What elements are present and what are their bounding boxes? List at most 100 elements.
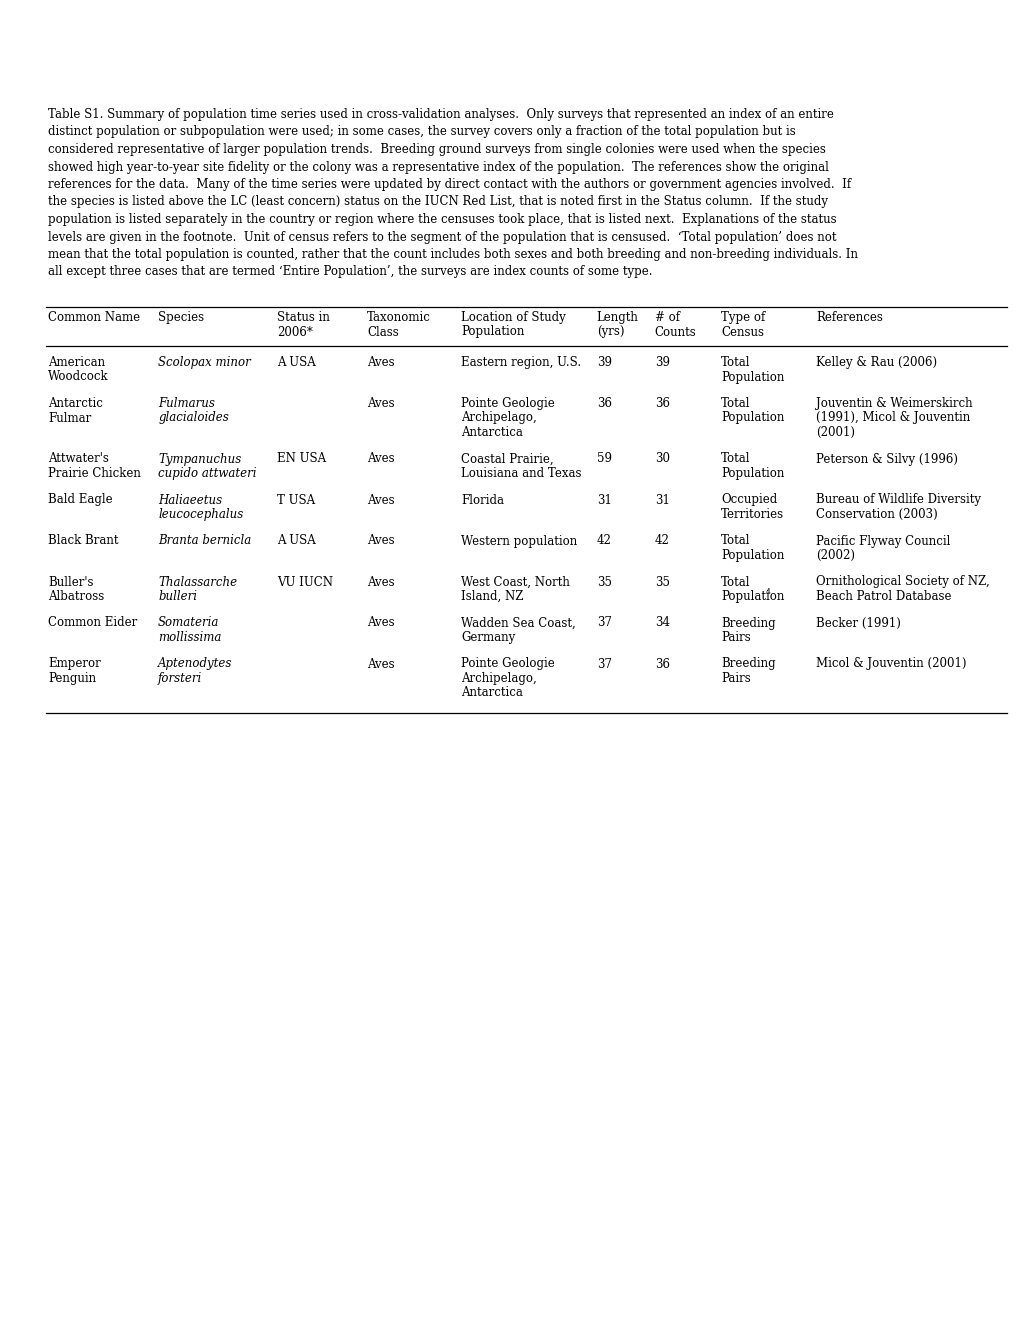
Text: Breeding: Breeding [720, 657, 775, 671]
Text: Aves: Aves [367, 535, 394, 548]
Text: Peterson & Silvy (1996): Peterson & Silvy (1996) [815, 453, 957, 466]
Text: Pairs: Pairs [720, 631, 750, 644]
Text: levels are given in the footnote.  Unit of census refers to the segment of the p: levels are given in the footnote. Unit o… [48, 231, 836, 243]
Text: bulleri: bulleri [158, 590, 197, 603]
Text: Aves: Aves [367, 397, 394, 411]
Text: cupido attwateri: cupido attwateri [158, 467, 257, 480]
Text: (yrs): (yrs) [596, 326, 624, 338]
Text: Breeding: Breeding [720, 616, 775, 630]
Text: References: References [815, 312, 882, 323]
Text: 2006*: 2006* [277, 326, 313, 338]
Text: 31: 31 [596, 494, 611, 507]
Text: 42: 42 [654, 535, 669, 548]
Text: Island, NZ: Island, NZ [461, 590, 523, 603]
Text: 30: 30 [654, 453, 669, 466]
Text: Pacific Flyway Council: Pacific Flyway Council [815, 535, 950, 548]
Text: Albatross: Albatross [48, 590, 104, 603]
Text: A USA: A USA [277, 535, 316, 548]
Text: 35: 35 [596, 576, 611, 589]
Text: # of: # of [654, 312, 680, 323]
Text: Penguin: Penguin [48, 672, 96, 685]
Text: Fulmar: Fulmar [48, 412, 91, 425]
Text: Attwater's: Attwater's [48, 453, 109, 466]
Text: Taxonomic: Taxonomic [367, 312, 431, 323]
Text: Aves: Aves [367, 616, 394, 630]
Text: Species: Species [158, 312, 204, 323]
Text: Table S1. Summary of population time series used in cross-validation analyses.  : Table S1. Summary of population time ser… [48, 108, 834, 121]
Text: Coastal Prairie,: Coastal Prairie, [461, 453, 553, 466]
Text: Common Name: Common Name [48, 312, 140, 323]
Text: Aves: Aves [367, 356, 394, 370]
Text: Population: Population [720, 467, 784, 480]
Text: VU IUCN: VU IUCN [277, 576, 333, 589]
Text: Conservation (2003): Conservation (2003) [815, 508, 936, 521]
Text: Branta bernicla: Branta bernicla [158, 535, 251, 548]
Text: Becker (1991): Becker (1991) [815, 616, 900, 630]
Text: (2002): (2002) [815, 549, 854, 562]
Text: forsteri: forsteri [158, 672, 202, 685]
Text: 31: 31 [654, 494, 669, 507]
Text: mollissima: mollissima [158, 631, 221, 644]
Text: Western population: Western population [461, 535, 577, 548]
Text: Population: Population [720, 590, 784, 603]
Text: Occupied: Occupied [720, 494, 776, 507]
Text: Class: Class [367, 326, 398, 338]
Text: Population: Population [720, 412, 784, 425]
Text: Aptenodytes: Aptenodytes [158, 657, 232, 671]
Text: 39: 39 [596, 356, 611, 370]
Text: Scolopax minor: Scolopax minor [158, 356, 251, 370]
Text: Territories: Territories [720, 508, 784, 521]
Text: A USA: A USA [277, 356, 316, 370]
Text: Total: Total [720, 535, 750, 548]
Text: leucocephalus: leucocephalus [158, 508, 244, 521]
Text: Bald Eagle: Bald Eagle [48, 494, 112, 507]
Text: Wadden Sea Coast,: Wadden Sea Coast, [461, 616, 576, 630]
Text: Antarctic: Antarctic [48, 397, 103, 411]
Text: 36: 36 [654, 657, 669, 671]
Text: Somateria: Somateria [158, 616, 219, 630]
Text: 36: 36 [596, 397, 611, 411]
Text: Emperor: Emperor [48, 657, 101, 671]
Text: mean that the total population is counted, rather that the count includes both s: mean that the total population is counte… [48, 248, 857, 261]
Text: 42: 42 [596, 535, 611, 548]
Text: showed high year-to-year site fidelity or the colony was a representative index : showed high year-to-year site fidelity o… [48, 161, 828, 173]
Text: 4: 4 [764, 587, 769, 597]
Text: 59: 59 [596, 453, 611, 466]
Text: Status in: Status in [277, 312, 330, 323]
Text: Micol & Jouventin (2001): Micol & Jouventin (2001) [815, 657, 966, 671]
Text: 34: 34 [654, 616, 669, 630]
Text: Total: Total [720, 453, 750, 466]
Text: Location of Study: Location of Study [461, 312, 566, 323]
Text: Fulmarus: Fulmarus [158, 397, 215, 411]
Text: Beach Patrol Database: Beach Patrol Database [815, 590, 951, 603]
Text: Total: Total [720, 576, 750, 589]
Text: glacialoides: glacialoides [158, 412, 228, 425]
Text: Kelley & Rau (2006): Kelley & Rau (2006) [815, 356, 936, 370]
Text: Pairs: Pairs [720, 672, 750, 685]
Text: Florida: Florida [461, 494, 503, 507]
Text: EN USA: EN USA [277, 453, 326, 466]
Text: Woodcock: Woodcock [48, 371, 108, 384]
Text: Antarctica: Antarctica [461, 426, 523, 440]
Text: Ornithological Society of NZ,: Ornithological Society of NZ, [815, 576, 988, 589]
Text: Aves: Aves [367, 576, 394, 589]
Text: Total: Total [720, 356, 750, 370]
Text: Counts: Counts [654, 326, 696, 338]
Text: considered representative of larger population trends.  Breeding ground surveys : considered representative of larger popu… [48, 143, 825, 156]
Text: Bureau of Wildlife Diversity: Bureau of Wildlife Diversity [815, 494, 980, 507]
Text: Population: Population [720, 371, 784, 384]
Text: Common Eider: Common Eider [48, 616, 138, 630]
Text: 37: 37 [596, 657, 611, 671]
Text: Pointe Geologie: Pointe Geologie [461, 657, 554, 671]
Text: Black Brant: Black Brant [48, 535, 118, 548]
Text: Louisiana and Texas: Louisiana and Texas [461, 467, 581, 480]
Text: Type of: Type of [720, 312, 764, 323]
Text: Thalassarche: Thalassarche [158, 576, 237, 589]
Text: American: American [48, 356, 105, 370]
Text: 37: 37 [596, 616, 611, 630]
Text: Archipelago,: Archipelago, [461, 412, 536, 425]
Text: population is listed separately in the country or region where the censuses took: population is listed separately in the c… [48, 213, 836, 226]
Text: Archipelago,: Archipelago, [461, 672, 536, 685]
Text: Eastern region, U.S.: Eastern region, U.S. [461, 356, 581, 370]
Text: Length: Length [596, 312, 638, 323]
